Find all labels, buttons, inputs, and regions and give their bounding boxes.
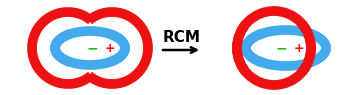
Text: RCM: RCM xyxy=(163,30,201,46)
Text: +: + xyxy=(256,42,266,55)
Text: +: + xyxy=(67,42,77,55)
Text: +: + xyxy=(105,42,115,55)
Text: −: − xyxy=(275,41,287,55)
Text: +: + xyxy=(294,42,304,55)
Text: −: − xyxy=(86,41,98,55)
